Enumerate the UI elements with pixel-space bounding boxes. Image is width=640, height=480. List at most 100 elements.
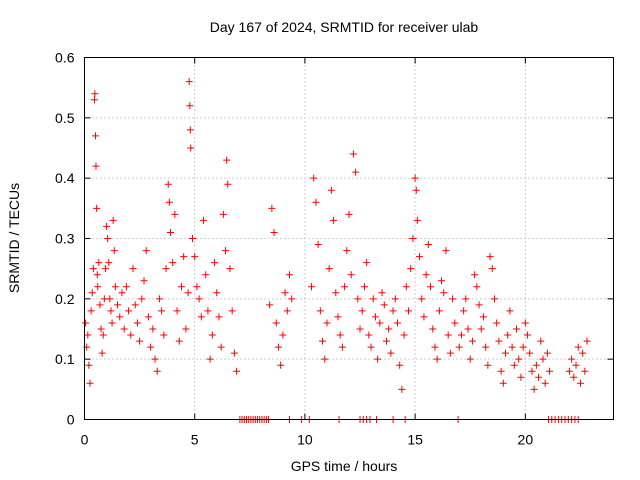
data-point bbox=[504, 331, 512, 339]
data-point bbox=[147, 343, 155, 351]
data-point bbox=[356, 325, 364, 333]
data-point bbox=[466, 355, 474, 363]
data-point bbox=[314, 241, 322, 249]
data-point bbox=[543, 349, 551, 357]
data-point bbox=[451, 319, 459, 327]
data-point bbox=[442, 247, 450, 255]
data-point bbox=[283, 307, 291, 315]
data-point bbox=[268, 204, 276, 212]
data-point bbox=[422, 271, 430, 279]
data-point bbox=[206, 355, 214, 363]
data-point bbox=[98, 349, 106, 357]
data-point bbox=[508, 343, 516, 351]
data-point bbox=[93, 204, 101, 212]
data-point bbox=[338, 343, 346, 351]
data-point bbox=[184, 289, 192, 297]
data-point bbox=[532, 361, 540, 369]
data-point bbox=[120, 325, 128, 333]
axis-ticks bbox=[84, 57, 614, 420]
data-point bbox=[387, 349, 395, 357]
data-point bbox=[499, 379, 507, 387]
data-point bbox=[122, 283, 130, 291]
data-point bbox=[325, 265, 333, 273]
data-point bbox=[537, 337, 545, 345]
data-point bbox=[332, 289, 340, 297]
data-point bbox=[424, 241, 432, 249]
data-point bbox=[82, 319, 90, 327]
data-point bbox=[208, 331, 216, 339]
data-point bbox=[288, 295, 296, 303]
data-points bbox=[82, 78, 591, 423]
data-point bbox=[114, 301, 122, 309]
data-point bbox=[539, 355, 547, 363]
tick-labels: 0 5 10 15 20 0 0.1 0.2 0.3 0.4 0.5 0.6 bbox=[55, 50, 533, 448]
data-point bbox=[581, 367, 589, 375]
data-point bbox=[197, 313, 205, 321]
data-point bbox=[223, 156, 231, 164]
data-point bbox=[471, 271, 479, 279]
data-point bbox=[427, 283, 435, 291]
data-point bbox=[310, 174, 318, 182]
data-point bbox=[391, 295, 399, 303]
data-point bbox=[429, 325, 437, 333]
x-tick-label: 20 bbox=[518, 432, 534, 448]
data-point bbox=[180, 253, 188, 261]
data-point bbox=[360, 283, 368, 291]
data-point bbox=[103, 222, 111, 230]
y-tick-label: 0.5 bbox=[55, 110, 75, 126]
chart-title: Day 167 of 2024, SRMTID for receiver ula… bbox=[210, 19, 479, 35]
data-point bbox=[409, 235, 417, 242]
data-point bbox=[217, 343, 225, 351]
data-point bbox=[524, 331, 532, 339]
data-point bbox=[488, 265, 496, 273]
data-point bbox=[513, 325, 521, 333]
data-point bbox=[108, 319, 116, 327]
data-point bbox=[455, 343, 463, 351]
data-point bbox=[519, 343, 527, 351]
data-point bbox=[110, 247, 118, 255]
data-point bbox=[405, 307, 413, 315]
data-point bbox=[341, 283, 349, 291]
data-point bbox=[413, 216, 421, 224]
data-point bbox=[230, 349, 238, 357]
data-point bbox=[347, 271, 355, 279]
x-tick-label: 0 bbox=[81, 432, 89, 448]
data-point bbox=[515, 355, 523, 363]
data-point bbox=[484, 361, 492, 369]
x-tick-label: 5 bbox=[191, 432, 199, 448]
data-point bbox=[495, 337, 503, 345]
data-point bbox=[153, 367, 161, 375]
data-point bbox=[151, 355, 159, 363]
data-point bbox=[111, 283, 119, 291]
data-point bbox=[308, 283, 316, 291]
data-point bbox=[136, 337, 144, 345]
data-point bbox=[95, 259, 103, 267]
data-point bbox=[182, 325, 190, 333]
data-point bbox=[131, 301, 139, 309]
data-point bbox=[90, 96, 98, 104]
data-point bbox=[407, 265, 415, 273]
data-point bbox=[87, 307, 95, 315]
data-point bbox=[378, 289, 386, 297]
data-point bbox=[226, 265, 234, 273]
data-point bbox=[191, 253, 199, 261]
data-point bbox=[319, 337, 327, 345]
data-point bbox=[158, 307, 166, 315]
data-point bbox=[354, 295, 362, 303]
data-point bbox=[438, 277, 446, 285]
data-point bbox=[565, 367, 573, 375]
data-point bbox=[93, 271, 101, 279]
data-point bbox=[345, 210, 353, 218]
data-point bbox=[510, 361, 518, 369]
y-tick-label: 0.3 bbox=[55, 231, 75, 247]
data-point bbox=[385, 325, 393, 333]
data-point bbox=[185, 78, 193, 86]
y-axis-title: SRMTID / TECUs bbox=[6, 183, 22, 293]
data-point bbox=[187, 144, 195, 152]
data-point bbox=[160, 331, 168, 339]
data-point bbox=[316, 307, 324, 315]
data-point bbox=[211, 259, 219, 267]
data-point bbox=[530, 385, 538, 393]
data-point bbox=[173, 307, 181, 315]
data-point bbox=[129, 265, 137, 273]
